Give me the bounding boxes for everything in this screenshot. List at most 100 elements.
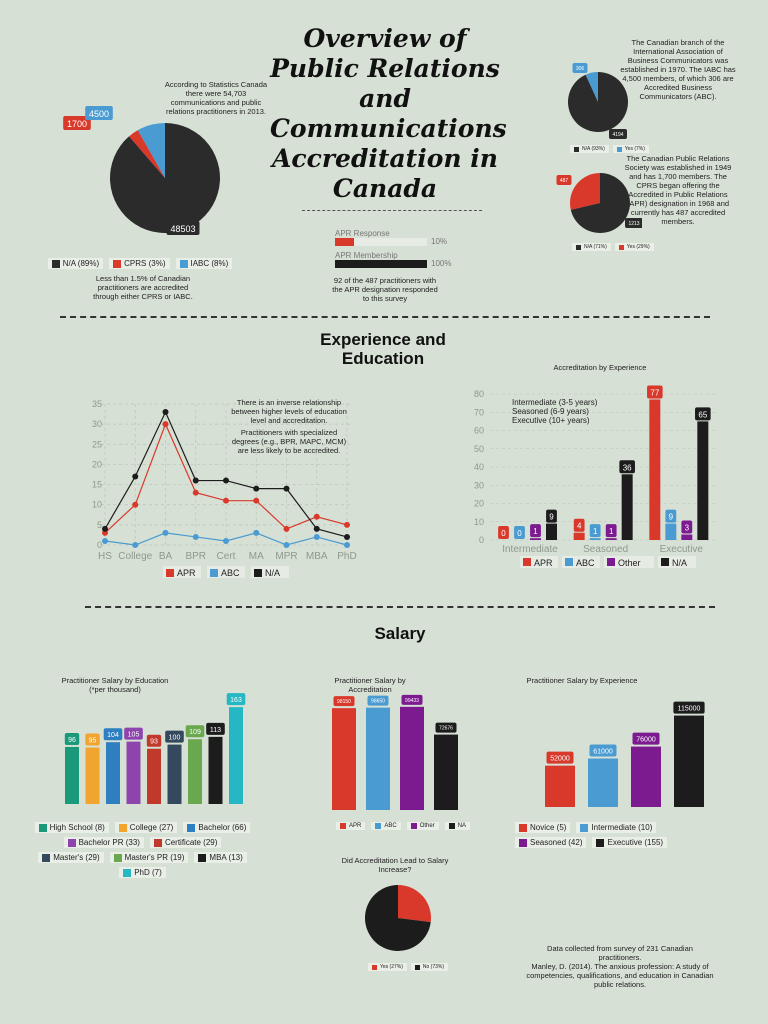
data-point (223, 537, 229, 544)
y-tick-label: 20 (474, 499, 484, 509)
legend-swatch (254, 569, 262, 577)
data-point (313, 525, 320, 532)
legend-swatch (153, 838, 162, 847)
legend-label: N/A (71%) (584, 244, 607, 250)
legend-swatch (596, 838, 605, 847)
bar-value-label: 3 (685, 524, 690, 533)
bar (530, 538, 541, 540)
bar-value-label: 163 (230, 697, 242, 704)
legend-item: Bachelor (66) (183, 822, 251, 833)
bar-value-label: 115000 (678, 706, 701, 713)
legend-swatch (607, 558, 615, 566)
legend-swatch (42, 853, 51, 862)
legend-item: Yes (27%) (368, 963, 407, 971)
legend-item: Seasoned (42) (515, 837, 587, 848)
bar (167, 744, 182, 804)
legend-label: Executive (155) (607, 838, 664, 847)
legend-item: ABC (371, 822, 401, 830)
bar-value-label: 9 (669, 513, 674, 522)
bar-value-label-bg (605, 524, 617, 538)
apr-membership-pct: 100% (431, 259, 452, 268)
bar-exp-note-line: Intermediate (3-5 years) (512, 398, 598, 407)
legend-item: N/A (71%) (572, 243, 611, 251)
legend-label: APR (177, 568, 196, 578)
y-tick-label: 30 (474, 480, 484, 490)
legend-swatch (113, 259, 122, 268)
data-point (223, 497, 229, 504)
iabc-label-yes: 306 (576, 66, 585, 72)
legend-item: Intermediate (10) (576, 822, 657, 833)
legend-item: Yes (7%) (612, 145, 649, 153)
bar (681, 534, 693, 540)
bar-exp-note: Intermediate (3-5 years) Seasoned (6-9 y… (512, 398, 597, 425)
bar-value-label-bg (573, 518, 585, 532)
pie-label-na-bg (166, 221, 200, 235)
bar-value-label-bg (546, 509, 557, 523)
y-tick-label: 5 (97, 520, 102, 530)
legend-label: Yes (27%) (380, 964, 403, 970)
salary-increase-legend: Yes (27%) No (73%) (368, 963, 449, 971)
bar-value-label: 36 (623, 463, 632, 472)
bar-value-label-bg (632, 732, 660, 745)
apr-membership-label: APR Membership (335, 251, 398, 260)
bar-value-label-bg (681, 520, 693, 534)
x-tick-label: Cert (217, 551, 236, 562)
apr-response-track (335, 238, 427, 246)
apr-response-pct: 10% (431, 237, 448, 246)
legend-label: N/A (265, 568, 280, 578)
footer-citation: Manley, D. (2014). The anxious professio… (526, 962, 714, 989)
bar-value-label: 98150 (337, 699, 351, 705)
data-point (162, 409, 169, 416)
bar-value-label-bg (146, 734, 162, 747)
y-tick-label: 50 (474, 444, 484, 454)
bar (434, 734, 458, 810)
bar-value-label: 0 (501, 529, 506, 538)
bar-value-label: 98650 (371, 699, 385, 705)
practitioners-pie-legend: N/A (89%) CPRS (3%) IABC (8%) (40, 258, 240, 269)
bar-value-label-bg (401, 694, 423, 705)
y-tick-label: 20 (92, 459, 102, 469)
apr-response-fill (335, 238, 354, 246)
salary-exp-title: Practitioner Salary by Experience (526, 676, 638, 685)
bar-value-label-bg (695, 407, 711, 421)
bar (106, 742, 120, 804)
legend-label: Master's (29) (53, 853, 100, 862)
data-point (192, 477, 199, 484)
bar-value-label: 95 (89, 738, 97, 745)
bar (545, 765, 575, 807)
bar-value-label: 52000 (550, 756, 570, 763)
salary-by-education-chart: 96 95 104 105 93 100 109 113 163 (64, 693, 246, 804)
legend-label: Novice (5) (530, 823, 567, 832)
legend-swatch (113, 853, 122, 862)
legend-label: High School (8) (49, 823, 105, 832)
data-point (283, 485, 290, 492)
y-tick-label: 10 (92, 500, 102, 510)
x-tick-label: HS (98, 551, 112, 562)
legend-swatch (580, 823, 589, 832)
experience-title: Experience and Education (320, 330, 446, 368)
bar-value-label-bg (367, 695, 389, 706)
bar-value-label: 109 (189, 729, 201, 736)
iabc-pie-chart: 306 4194 (568, 63, 628, 139)
data-point (162, 421, 169, 428)
iabc-label-na: 4194 (612, 132, 623, 138)
pie-label-na: 48503 (170, 224, 195, 234)
legend-swatch (166, 569, 174, 577)
legend-swatch (198, 853, 207, 862)
legend-swatch (523, 558, 531, 566)
bar (147, 748, 161, 804)
bar-value-label: 105 (128, 732, 140, 739)
bar-value-label: 93 (150, 739, 158, 746)
legend-swatch (51, 259, 60, 268)
bar (697, 421, 709, 540)
legend-item: N/A (89%) (47, 258, 104, 269)
legend-label: Intermediate (10) (591, 823, 653, 832)
practitioners-pie-slice (137, 123, 165, 178)
bar (674, 715, 704, 807)
x-tick-label: Intermediate (502, 544, 558, 555)
bar (573, 532, 585, 540)
cprs-label-na-bg (625, 218, 642, 228)
y-tick-label: 25 (92, 439, 102, 449)
bar-value-label-bg (665, 509, 677, 523)
bar-value-label-bg (435, 722, 457, 733)
